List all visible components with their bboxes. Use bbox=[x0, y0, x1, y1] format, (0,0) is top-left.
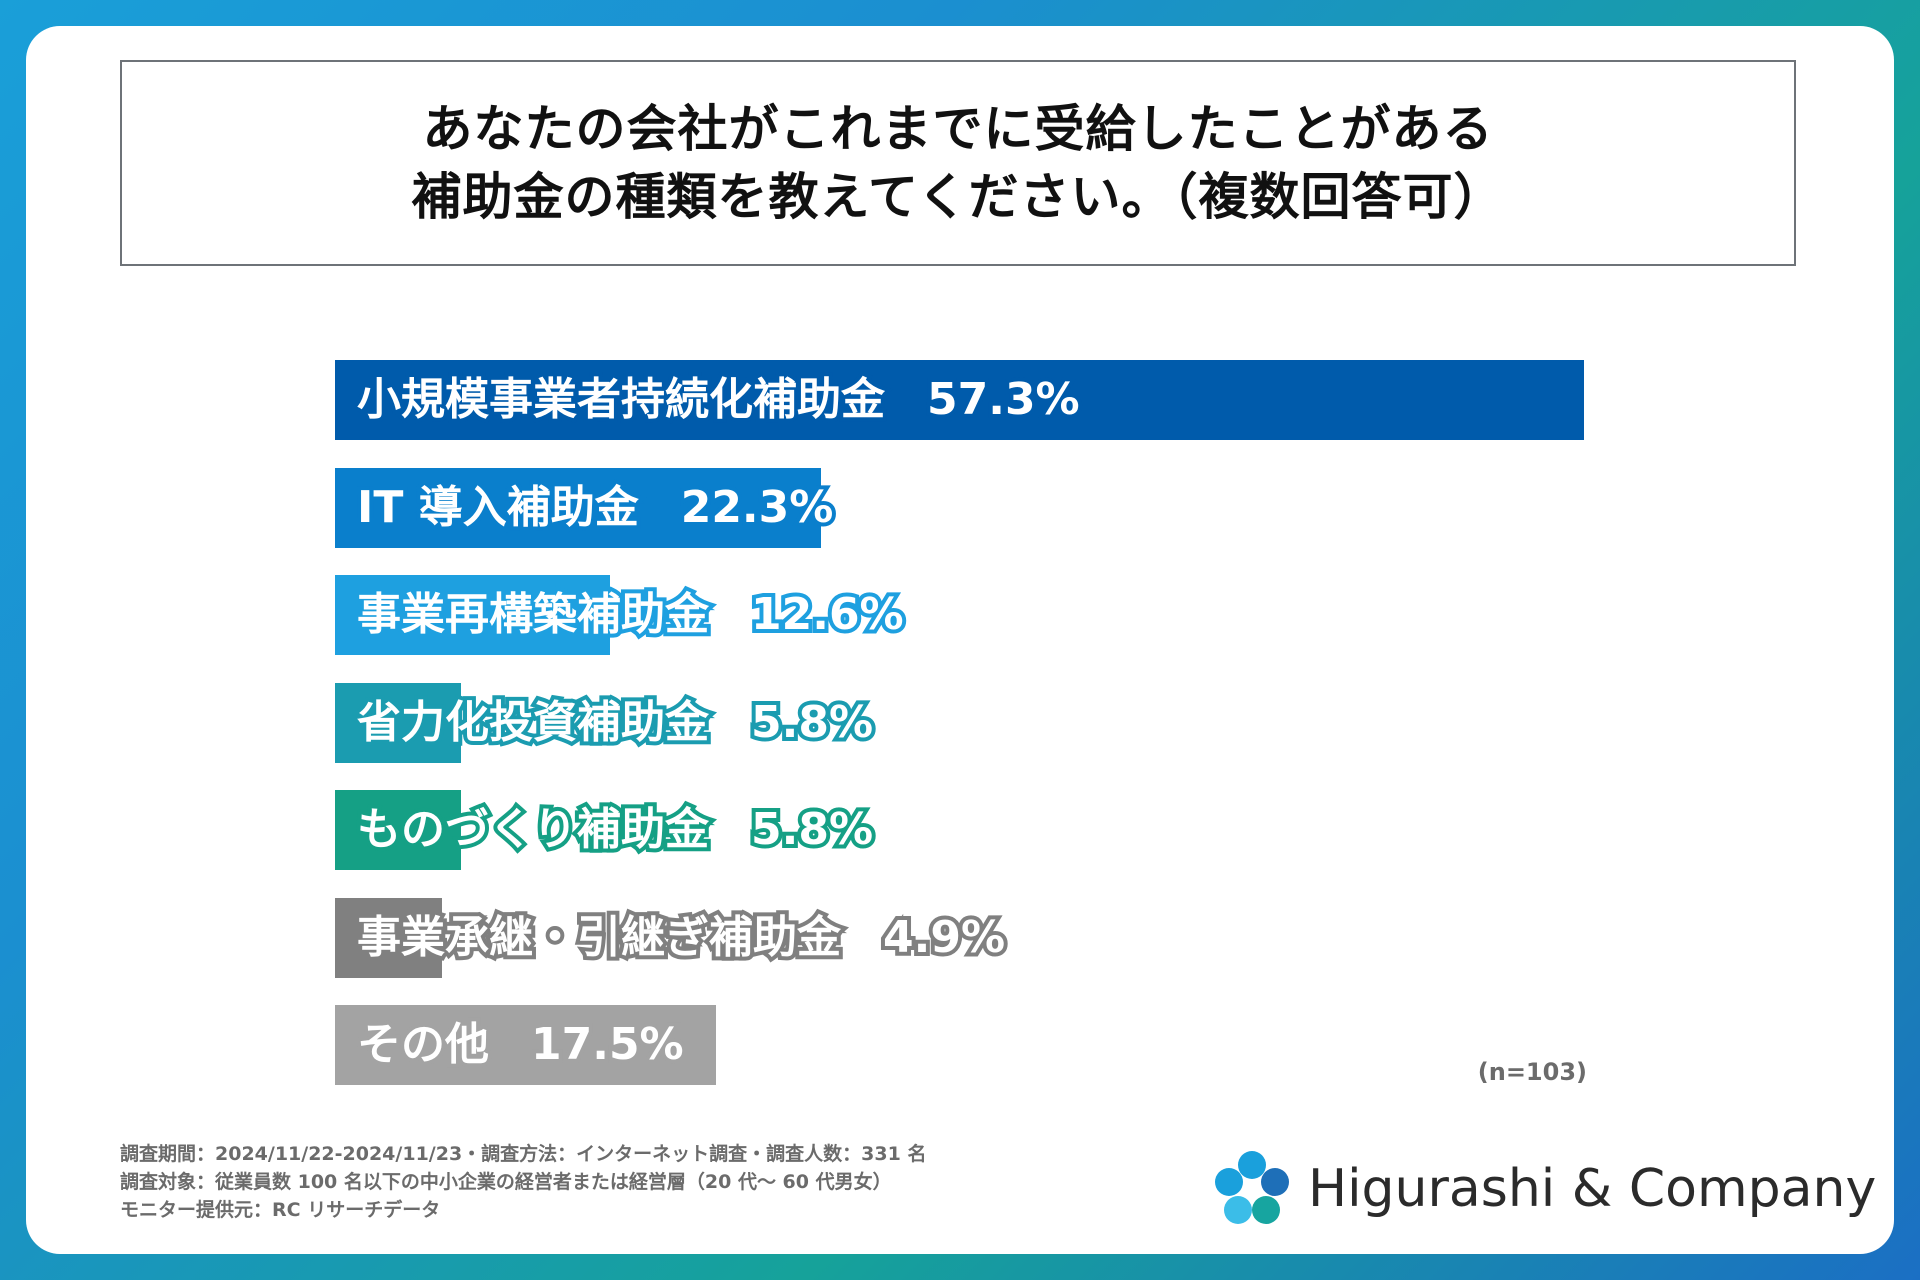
value-label: 17.5% bbox=[527, 1015, 688, 1074]
title-line-2: 補助金の種類を教えてください。（複数回答可） bbox=[411, 168, 1505, 226]
bar-row: 事業再構築補助金 12.6% bbox=[335, 575, 1584, 655]
value-label: 5.8% bbox=[747, 800, 877, 859]
category-label: 事業承継・引継ぎ補助金 bbox=[353, 908, 845, 967]
title-line-1: あなたの会社がこれまでに受給したことがある bbox=[422, 100, 1494, 158]
value-label: 57.3% bbox=[923, 370, 1084, 429]
bar-chart: 小規模事業者持続化補助金 57.3% IT 導入補助金 22.3% 事業再構築補助金 12… bbox=[26, 26, 1894, 1254]
logo-text: Higurashi & Company bbox=[1308, 1159, 1877, 1219]
content-card: あなたの会社がこれまでに受給したことがある 補助金の種類を教えてください。（複数… bbox=[26, 26, 1894, 1254]
bar-row: ものづくり補助金 5.8% bbox=[335, 790, 1584, 870]
bar-row: 省力化投資補助金 5.8% bbox=[335, 682, 1584, 763]
value-label: 5.8% bbox=[747, 693, 877, 752]
bar-label: その他 17.5% bbox=[353, 1005, 688, 1085]
category-label: 省力化投資補助金 bbox=[353, 693, 713, 752]
bar-row: 事業承継・引継ぎ補助金 4.9% bbox=[335, 897, 1584, 978]
bar bbox=[335, 1005, 716, 1085]
bar-label: ものづくり補助金 5.8% bbox=[353, 790, 877, 870]
bar-label: 小規模事業者持続化補助金 57.3% bbox=[353, 360, 1084, 440]
bar bbox=[335, 575, 610, 655]
bar bbox=[335, 682, 461, 763]
bar-row: IT 導入補助金 22.3% bbox=[335, 467, 1584, 548]
value-label: 12.6% bbox=[747, 585, 908, 644]
sample-size-label: (n=103) bbox=[1477, 1058, 1587, 1086]
bar-label: IT 導入補助金 22.3% bbox=[353, 468, 838, 548]
value-label: 4.9% bbox=[879, 908, 1009, 967]
category-label: 小規模事業者持続化補助金 bbox=[353, 370, 889, 429]
footnote-line-3: モニター提供元：RC リサーチデータ bbox=[120, 1199, 441, 1221]
bar bbox=[335, 360, 1584, 440]
title-box: あなたの会社がこれまでに受給したことがある 補助金の種類を教えてください。（複数… bbox=[120, 60, 1796, 266]
bar-row: その他 17.5% bbox=[335, 1005, 1584, 1085]
bar bbox=[335, 790, 461, 870]
category-label: 事業再構築補助金 bbox=[353, 585, 713, 644]
bar bbox=[335, 467, 821, 548]
bar-row: 小規模事業者持続化補助金 57.3% bbox=[335, 360, 1584, 440]
value-label: 22.3% bbox=[677, 478, 838, 537]
category-label: IT 導入補助金 bbox=[353, 478, 643, 537]
category-label: その他 bbox=[353, 1015, 493, 1074]
flower-logo-icon bbox=[1215, 1151, 1289, 1224]
survey-footnote: 調査期間：2024/11/22-2024/11/23・調査方法：インターネット調… bbox=[120, 1140, 926, 1224]
bar bbox=[335, 897, 442, 978]
footnote-line-1: 調査期間：2024/11/22-2024/11/23・調査方法：インターネット調… bbox=[120, 1143, 927, 1165]
company-logo: Higurashi & Company bbox=[1212, 1144, 1876, 1234]
bar-label: 事業再構築補助金 12.6% bbox=[353, 575, 908, 655]
bar-label: 事業承継・引継ぎ補助金 4.9% bbox=[353, 898, 1009, 978]
category-label: ものづくり補助金 bbox=[353, 800, 713, 859]
bar-label: 省力化投資補助金 5.8% bbox=[353, 683, 877, 763]
footnote-line-2: 調査対象：従業員数 100 名以下の中小企業の経営者または経営層（20 代～ 6… bbox=[120, 1171, 892, 1193]
